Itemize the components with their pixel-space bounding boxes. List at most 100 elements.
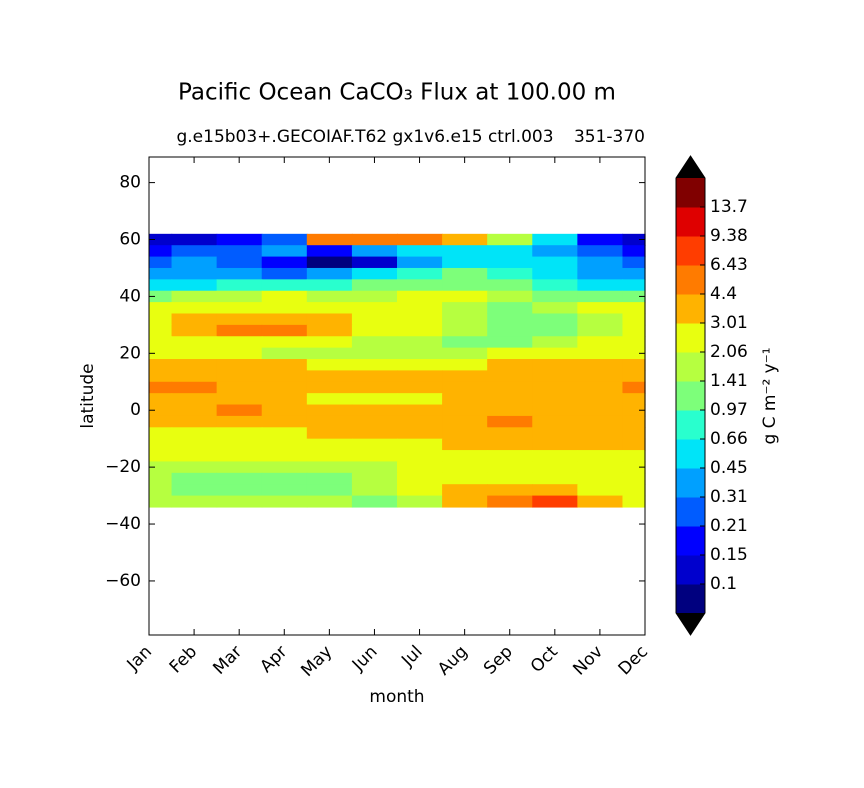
contour-cell (577, 393, 624, 406)
contour-cell (216, 233, 263, 246)
contour-cell (532, 381, 578, 394)
contour-cell (487, 279, 533, 292)
contour-cell (487, 347, 533, 360)
contour-cell (487, 427, 533, 440)
contour-cell (149, 415, 173, 428)
contour-cell (577, 450, 624, 463)
contour-cell (171, 324, 218, 337)
y-tick-label: 60 (119, 230, 141, 250)
contour-cell (397, 324, 443, 337)
contour-cell (397, 381, 443, 394)
contour-cell (261, 347, 308, 360)
contour-cell (397, 438, 443, 451)
contour-cell (487, 359, 533, 371)
contour-cell (442, 404, 488, 417)
contour-cell (216, 267, 263, 280)
y-tick-label: 40 (119, 286, 141, 306)
contour-cell (149, 290, 173, 303)
contour-cell (149, 484, 173, 497)
contour-cell (487, 370, 533, 383)
contour-cell (442, 393, 488, 406)
contour-cell (149, 233, 173, 246)
contour-cell (442, 324, 488, 337)
contour-cell (442, 313, 488, 326)
colorbar-tick-label: 6.43 (710, 255, 748, 275)
contour-cell (351, 359, 398, 371)
contour-cell (216, 427, 263, 440)
contour-cell (306, 256, 353, 269)
contour-cell (216, 415, 263, 428)
contour-cell (442, 302, 488, 315)
contour-cell (487, 324, 533, 337)
chart-subtitle: g.e15b03+.GECOIAF.T62 gx1v6.e15 ctrl.003 (176, 127, 553, 147)
contour-cell (351, 404, 398, 417)
contour-cell (351, 302, 398, 315)
contour-cell (351, 472, 398, 485)
contour-cell (171, 438, 218, 451)
contour-cell (171, 290, 218, 303)
contour-cell (351, 324, 398, 337)
contour-cell (171, 233, 218, 246)
contour-cell (306, 347, 353, 360)
contour-cell (306, 336, 353, 349)
contour-cell (487, 336, 533, 349)
colorbar-bin (676, 497, 705, 527)
contour-cell (442, 267, 488, 280)
contour-cell (306, 438, 353, 451)
contour-cell (577, 302, 624, 315)
contour-cell (149, 279, 173, 292)
contour-cell (442, 427, 488, 440)
contour-cell (351, 256, 398, 269)
contour-cell (216, 450, 263, 463)
contour-cell (397, 336, 443, 349)
contour-cell (261, 461, 308, 474)
contour-cell (577, 233, 624, 246)
contour-cell (149, 495, 173, 508)
contour-cell (397, 404, 443, 417)
contour-cell (622, 415, 646, 428)
contour-cell (306, 461, 353, 474)
contour-cell (622, 370, 646, 383)
contour-cell (351, 450, 398, 463)
contour-cell (442, 381, 488, 394)
contour-cell (622, 461, 646, 474)
contour-cell (216, 484, 263, 497)
contour-cell (397, 393, 443, 406)
y-tick-label: 0 (130, 400, 141, 420)
contour-cell (532, 438, 578, 451)
contour-cell (306, 245, 353, 258)
colorbar-frame (675, 155, 706, 636)
contour-cell (171, 461, 218, 474)
contour-cell (306, 313, 353, 326)
contour-cell (622, 347, 646, 360)
contour-cell (261, 302, 308, 315)
contour-cell (216, 370, 263, 383)
contour-cell (532, 279, 578, 292)
x-tick-label: Jul (397, 642, 426, 671)
contour-cell (171, 256, 218, 269)
contour-cell (216, 324, 263, 337)
contour-cell (487, 415, 533, 428)
colorbar-tick-label: 1.41 (710, 371, 748, 391)
contour-cell (149, 404, 173, 417)
contour-cell (261, 427, 308, 440)
contour-cell (261, 495, 308, 508)
contour-cell (397, 415, 443, 428)
contour-cell (351, 290, 398, 303)
contour-cell (577, 267, 624, 280)
contour-cell (532, 302, 578, 315)
contour-cell (577, 438, 624, 451)
contour-cell (261, 267, 308, 280)
contour-cell (351, 438, 398, 451)
contour-cell (171, 359, 218, 371)
contour-cell (577, 461, 624, 474)
colorbar-bin (676, 410, 705, 440)
contour-cell (532, 404, 578, 417)
contour-cell (397, 461, 443, 474)
x-tick-label: Apr (256, 642, 291, 677)
contour-cell (351, 393, 398, 406)
contour-cell (577, 313, 624, 326)
contour-cell (261, 450, 308, 463)
contour-cell (171, 336, 218, 349)
contour-cell (149, 359, 173, 371)
